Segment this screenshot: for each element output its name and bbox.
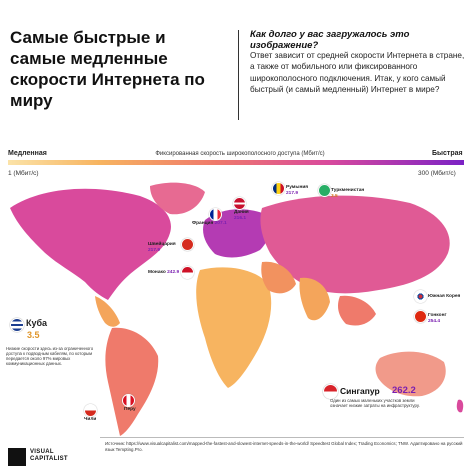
header-answer: Ответ зависит от средней скорости Интерн… [250,51,465,94]
africa-shape [196,267,272,388]
switzerland-flag-icon [181,238,194,251]
europe-shape [203,209,271,258]
brand-logo-text: VISUAL CAPITALIST [30,449,68,462]
country-label-france: Франция 207.1 [192,221,227,226]
country-label-peru: Перу [124,407,136,412]
country-label-turkmenistan: Туркменистан 3.5 [331,188,365,199]
denmark-flag-icon [233,197,246,210]
south-asia-shape [299,277,330,321]
south-korea-flag-icon [414,290,427,303]
north-america-shape [10,188,171,300]
visual-capitalist-logo-icon [8,448,26,466]
legend-fast-label: Быстрая [432,150,463,157]
cuba-flag-icon [10,318,24,332]
legend-gradient-bar [8,160,464,165]
world-map [10,182,464,436]
footer-divider [100,437,464,438]
turkmenistan-flag-icon [318,184,331,197]
country-label-chile: Чили [84,417,97,422]
country-label-romania: Румыния 217.9 [286,185,309,196]
legend-caption: Фиксированная скорость широкополосного д… [155,151,325,157]
hong-kong-flag-icon [414,310,427,323]
peru-flag-icon [122,394,135,407]
legend-slow-label: Медленная [8,150,47,157]
monaco-flag-icon [181,266,194,279]
middle-east-shape [261,261,296,294]
singapore-name: Сингапур [340,386,380,396]
australia-shape [375,351,446,397]
header-question: Как долго у вас загружалось это изображе… [250,29,410,51]
cuba-note: Низкие скорости здесь из-за ограниченног… [6,346,94,366]
singapore-flag-icon [323,384,338,399]
sources-text: Источник: https://www.visualcapitalist.c… [105,441,463,452]
cuba-name: Куба [26,318,48,328]
country-label-monaco: Монако 242.9 [148,270,180,275]
country-label-hong-kong: Гонконг 254.4 [428,313,447,324]
greenland-shape [150,182,205,215]
singapore-value: 262.2 [392,385,416,396]
new-zealand-shape [456,399,464,413]
cuba-value: 3.5 [27,330,40,340]
south-america-shape [105,327,159,436]
header-divider [238,30,239,120]
country-label-denmark: Дания 216.1 [234,210,249,221]
singapore-note: Один из самых маленьких участков земли о… [330,398,420,408]
legend-min-label: 1 (Мбит/с) [8,170,39,177]
country-label-south-korea: Южная Корея [428,294,461,299]
romania-flag-icon [272,182,285,195]
asia-shape [260,195,450,294]
southeast-asia-shape [338,295,376,326]
france-flag-icon [209,208,222,221]
chile-flag-icon [84,404,97,417]
legend-max-label: 300 (Мбит/с) [418,170,456,177]
page-title: Самые быстрые и самые медленные скорости… [10,28,205,110]
country-label-switzerland: Швейцария 217.9 [148,242,176,253]
central-america-shape [95,296,120,327]
